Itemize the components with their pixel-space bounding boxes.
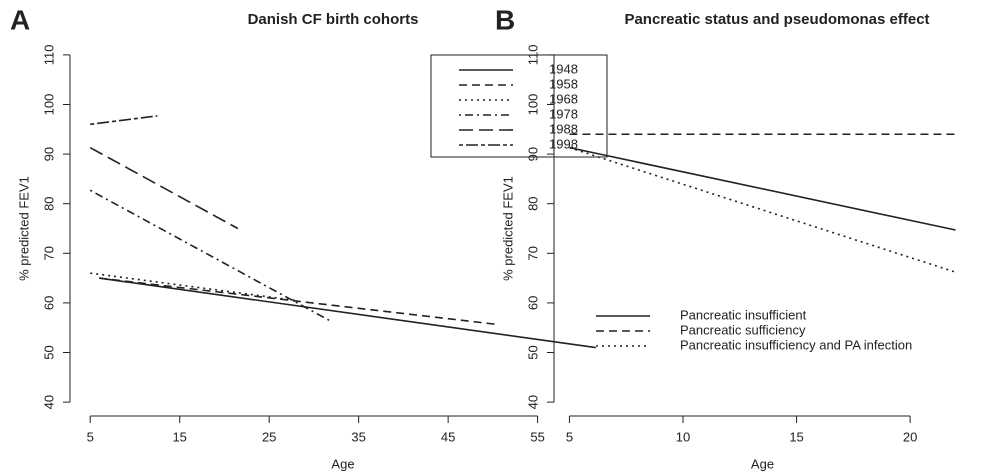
x-axis-label: Age (331, 456, 354, 471)
x-tick-label: 25 (262, 429, 276, 444)
y-tick-label: 80 (525, 196, 540, 210)
x-tick-label: 5 (566, 429, 573, 444)
y-tick-label: 110 (41, 45, 56, 66)
x-tick-label: 55 (530, 429, 544, 444)
legend-label: Pancreatic sufficiency (680, 322, 806, 337)
legend-label: 1988 (549, 121, 578, 136)
series-line (90, 115, 158, 126)
series-line (90, 272, 297, 302)
y-tick-label: 40 (525, 395, 540, 409)
x-tick-label: 20 (903, 429, 917, 444)
y-tick-label: 100 (41, 94, 56, 116)
y-tick-label: 50 (41, 345, 56, 359)
y-tick-label: 100 (525, 94, 540, 116)
series-line (89, 189, 333, 323)
legend-label: 1968 (549, 91, 578, 106)
y-tick-label: 50 (525, 345, 540, 359)
y-tick-label: 90 (525, 147, 540, 161)
x-tick-label: 10 (676, 429, 690, 444)
legend-label: Pancreatic insufficiency and PA infectio… (680, 337, 912, 352)
x-tick-label: 15 (789, 429, 803, 444)
y-tick-label: 70 (525, 246, 540, 260)
chart-title: Danish CF birth cohorts (248, 11, 419, 28)
y-tick-label: 40 (41, 395, 56, 409)
chart-title: Pancreatic status and pseudomonas effect (624, 11, 929, 28)
legend-box (430, 54, 608, 158)
legend-label: 1978 (549, 106, 578, 121)
y-tick-label: 90 (41, 147, 56, 161)
y-tick-label: 60 (525, 296, 540, 310)
y-tick-label: 80 (41, 196, 56, 210)
y-tick-label: 70 (41, 246, 56, 260)
legend-label: 1948 (549, 61, 578, 76)
series-line (89, 146, 239, 230)
x-tick-label: 35 (351, 429, 365, 444)
y-axis-label: % predicted FEV1 (500, 176, 515, 281)
legend-label: Pancreatic insufficient (680, 307, 807, 322)
y-axis-label: % predicted FEV1 (16, 176, 31, 281)
y-tick-label: 110 (525, 45, 540, 66)
x-tick-label: 15 (172, 429, 186, 444)
series-line (569, 146, 956, 231)
x-tick-label: 45 (441, 429, 455, 444)
panel-label: A (10, 4, 30, 35)
panel-label: B (495, 4, 515, 35)
series-line (99, 277, 596, 349)
series-line (569, 146, 956, 273)
x-axis-label: Age (751, 456, 774, 471)
legend-label: 1958 (549, 76, 578, 91)
series-line (99, 277, 496, 326)
y-tick-label: 60 (41, 296, 56, 310)
x-tick-label: 5 (87, 429, 94, 444)
